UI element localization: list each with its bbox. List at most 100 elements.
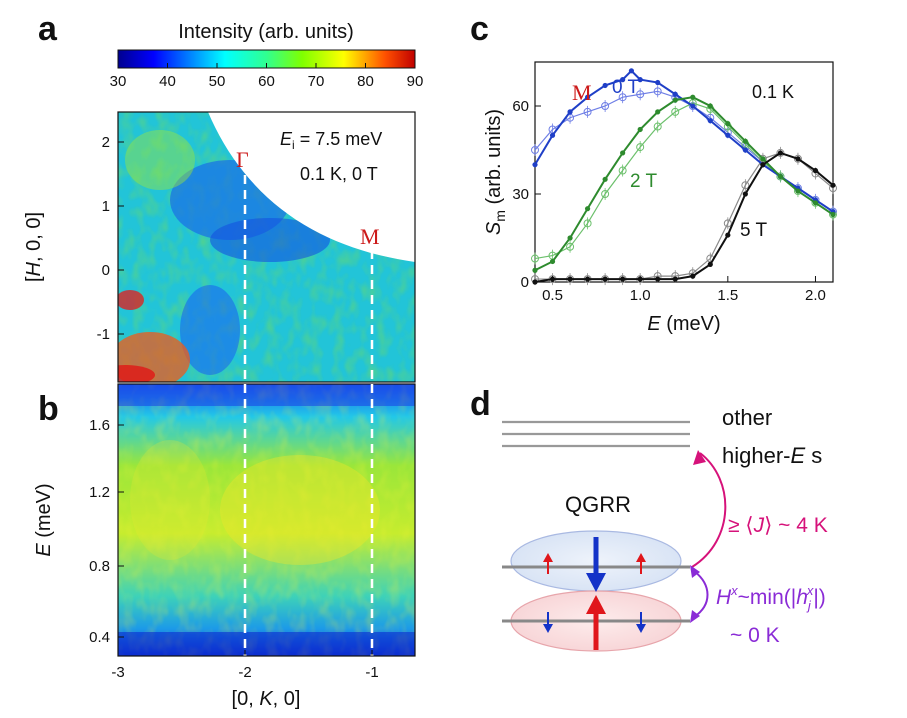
- spin-up-small-left: [543, 553, 553, 574]
- panel-b-xtick-label: -3: [111, 664, 124, 681]
- condition-label: 0.1 K, 0 T: [300, 164, 378, 184]
- qgrr-label: QGRR: [565, 492, 631, 517]
- ylabel-a-close: , 0, 0]: [23, 212, 45, 262]
- upper-gap-arrow: [691, 452, 727, 568]
- series-line-2: [534, 96, 834, 272]
- panel-c-ylabel: Sm (arb. units): [483, 109, 508, 235]
- series-point-0: [655, 79, 661, 86]
- lower-gap-label-2: ~ 0 K: [730, 624, 780, 647]
- lower-gap-mid: ~min(|: [738, 586, 797, 609]
- other-post: s: [805, 443, 822, 468]
- series-point-2: [655, 109, 661, 115]
- xlabel-b-open: [0,: [232, 688, 260, 710]
- other-sym: E: [790, 443, 805, 468]
- series-point-2: [532, 267, 538, 273]
- panel-b-xtick-label: -1: [365, 664, 378, 681]
- upper-gap-arrowhead: [693, 450, 706, 465]
- series-point-0: [725, 132, 731, 138]
- panel-c-series: [531, 68, 837, 286]
- series-point-0: [628, 68, 635, 74]
- panel-c-ytick-label: 60: [512, 98, 529, 115]
- spin-up-large: [586, 595, 606, 650]
- series-point-4: [672, 276, 678, 282]
- colorbar-tick-label: 80: [357, 73, 374, 90]
- series-point-0: [567, 109, 573, 115]
- panel-c-chart: 0.5 1.0 1.5 2.0 0 30 60 0.1 K M 0 T 2 T 5 T Sm…: [483, 61, 837, 335]
- colorbar-tick-label: 40: [159, 73, 176, 90]
- upper-gap-sym: J: [753, 514, 765, 537]
- ylabel-a-open: [: [23, 276, 45, 282]
- gamma-label: Γ: [236, 147, 249, 172]
- panel-c-xtick-label: 0.5: [542, 287, 563, 304]
- series-point-4: [725, 232, 731, 238]
- series-point-2: [760, 156, 766, 162]
- panel-b-ytick-label: 1.6: [89, 417, 110, 434]
- series-point-0: [584, 94, 591, 100]
- xlabel-b-close: , 0]: [273, 688, 301, 710]
- series-point-4: [812, 167, 819, 174]
- spin-up-small-right: [636, 553, 646, 574]
- series-point-0: [637, 77, 643, 83]
- panel-a-ytick-label: 2: [102, 134, 110, 151]
- series-point-2: [690, 94, 696, 100]
- series-point-4: [760, 162, 766, 168]
- upper-gap-label: ≥ ⟨J⟩ ~ 4 K: [728, 514, 828, 537]
- legend-5T: 5 T: [740, 220, 768, 241]
- colorbar: Intensity (arb. units) 30 40 50 60 70 80 90: [110, 21, 424, 90]
- series-point-4: [690, 273, 696, 279]
- ei-subscript: i: [292, 138, 295, 152]
- ylabel-b-symbol: E: [33, 543, 55, 557]
- series-point-2: [812, 200, 819, 206]
- lower-gap-H: H: [716, 586, 732, 609]
- ylabel-b-unit: (meV): [33, 483, 55, 543]
- series-point-0: [690, 103, 696, 109]
- panel-a-ytick-label: 1: [102, 198, 110, 215]
- lower-gap-arrowhead-top: [690, 565, 700, 578]
- series-point-0: [707, 118, 713, 124]
- panel-c-annotation: 0.1 K: [752, 82, 794, 102]
- series-point-2: [549, 258, 556, 265]
- series-point-4: [567, 276, 573, 282]
- series-point-0: [549, 132, 556, 138]
- panel-label-a: a: [38, 10, 58, 48]
- lower-gap-arrowhead-bottom: [690, 610, 700, 623]
- panel-a-heatmap: Γ M Ei = 7.5 meV 0.1 K, 0 T 2 1 0 -1 [H, 0,…: [23, 111, 416, 383]
- panel-b-yticks: 1.6 1.2 0.8 0.4: [89, 417, 124, 646]
- series-point-2: [830, 211, 836, 218]
- series-point-0: [532, 162, 538, 168]
- colorbar-ticks: 30 40 50 60 70 80 90: [110, 63, 424, 90]
- panel-b-heatmap: 1.6 1.2 0.8 0.4 -3 -2 -1 E (meV) [0, K, 0]: [33, 383, 416, 710]
- panel-c-xtick-label: 1.5: [717, 287, 738, 304]
- series-point-2: [725, 121, 731, 127]
- series-point-2: [584, 206, 591, 212]
- series-point-0: [602, 82, 608, 89]
- lower-gap-label: Hx~min(|hjx|): [716, 583, 826, 613]
- colorbar-tick-label: 90: [407, 73, 424, 90]
- panel-label-c: c: [470, 10, 489, 48]
- panel-label-b: b: [38, 390, 59, 428]
- lower-gap-end: |): [813, 586, 825, 609]
- other-pre: higher-: [722, 443, 790, 468]
- colorbar-tick-label: 30: [110, 73, 127, 90]
- panel-b-ytick-label: 1.2: [89, 484, 110, 501]
- panel-label-d: d: [470, 385, 491, 423]
- panel-b-frame: [117, 383, 416, 657]
- lower-gap-h-sub: j: [806, 598, 812, 613]
- ei-value: = 7.5 meV: [295, 129, 383, 149]
- panel-b-xticks: -3 -2 -1: [111, 650, 379, 681]
- series-point-0: [672, 91, 678, 97]
- panel-a-yticks: 2 1 0 -1: [97, 134, 124, 343]
- panel-c-ytick-label: 30: [512, 186, 529, 203]
- panel-b-ytick-label: 0.4: [89, 629, 110, 646]
- panel-c-xtick-label: 1.0: [630, 287, 651, 304]
- panel-c-ytick-label: 0: [521, 274, 529, 291]
- series-point-2: [777, 173, 784, 179]
- lower-gap-H-sup: x: [730, 583, 738, 598]
- series-point-2: [742, 138, 748, 144]
- series-point-2: [795, 188, 801, 194]
- series-point-2: [602, 176, 608, 182]
- legend-0T: 0 T: [612, 77, 640, 98]
- panel-a-ylabel: [H, 0, 0]: [23, 212, 45, 282]
- series-point-4: [742, 191, 748, 197]
